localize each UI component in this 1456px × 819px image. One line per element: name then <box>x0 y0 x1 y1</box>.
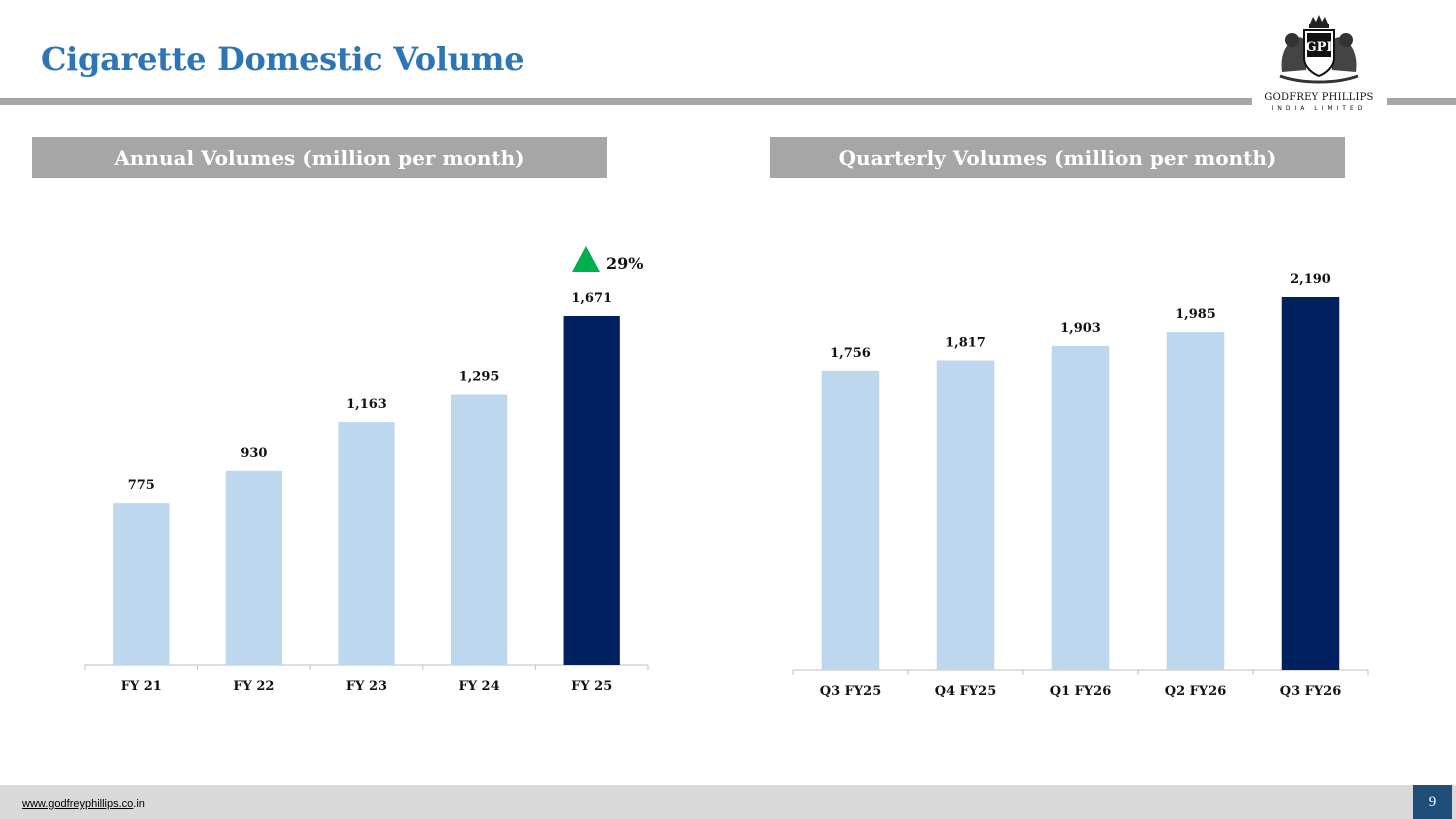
annual-bar-2 <box>338 422 395 665</box>
annual-volume-chart: 775 FY 21 930 FY 22 1,163 FY 23 1,295 FY 24 1,67… <box>84 246 649 694</box>
quarterly-bar-0 <box>821 370 880 670</box>
annual-value-label-3: 1,295 <box>459 370 500 385</box>
footer-url-link[interactable]: www.godfreyphillips.co <box>22 798 134 810</box>
quarterly-category-label-4: Q3 FY26 <box>1280 684 1342 699</box>
annual-value-label-4: 1,671 <box>571 291 612 306</box>
annual-category-label-4: FY 25 <box>571 679 612 694</box>
annual-bar-1 <box>225 470 283 665</box>
footer-url-tail: .in <box>133 798 145 810</box>
company-logo: GPI GODFREY PHILLIPS INDIA LIMITED <box>1252 14 1386 114</box>
quarterly-volume-chart: 1,756 Q3 FY25 1,817 Q4 FY25 1,903 Q1 FY26 1,98… <box>792 272 1369 699</box>
annual-value-label-2: 1,163 <box>346 397 387 412</box>
page-number: 9 <box>1413 785 1452 819</box>
quarterly-bar-2 <box>1051 345 1110 670</box>
annual-value-label-0: 775 <box>128 478 155 493</box>
logo-crest-icon: GPI <box>1279 15 1359 84</box>
growth-percent-label: 29% <box>606 254 643 273</box>
logo-name: GODFREY PHILLIPS <box>1264 92 1374 103</box>
quarterly-bar-3 <box>1166 331 1225 670</box>
annual-chart-header: Annual Volumes (million per month) <box>32 137 607 178</box>
quarterly-chart-header: Quarterly Volumes (million per month) <box>770 137 1345 178</box>
quarterly-category-label-1: Q4 FY25 <box>935 684 997 699</box>
annual-category-label-2: FY 23 <box>346 679 387 694</box>
quarterly-value-label-1: 1,817 <box>945 336 986 351</box>
annual-value-label-1: 930 <box>240 446 267 461</box>
quarterly-value-label-0: 1,756 <box>830 346 871 361</box>
quarterly-category-label-2: Q1 FY26 <box>1050 684 1112 699</box>
footer-website[interactable]: www.godfreyphillips.co.in <box>22 798 145 810</box>
logo-mark: GPI <box>1306 40 1333 55</box>
annual-bar-4 <box>563 316 620 665</box>
quarterly-category-label-3: Q2 FY26 <box>1165 684 1227 699</box>
page-title: Cigarette Domestic Volume <box>41 40 525 78</box>
header-rule-right <box>1387 98 1456 105</box>
quarterly-value-label-4: 2,190 <box>1290 272 1331 287</box>
quarterly-value-label-3: 1,985 <box>1175 307 1216 322</box>
quarterly-bar-1 <box>936 360 995 670</box>
quarterly-category-label-0: Q3 FY25 <box>820 684 882 699</box>
annual-category-label-3: FY 24 <box>459 679 500 694</box>
footer-bar: www.godfreyphillips.co.in 9 <box>0 785 1456 819</box>
logo-subtitle: INDIA LIMITED <box>1271 105 1367 112</box>
annual-category-label-1: FY 22 <box>233 679 274 694</box>
quarterly-value-label-2: 1,903 <box>1060 321 1101 336</box>
annual-bar-3 <box>450 394 508 665</box>
growth-arrow-icon <box>572 246 600 272</box>
header-rule-left <box>0 98 1252 105</box>
quarterly-bar-4 <box>1281 297 1340 670</box>
annual-category-label-0: FY 21 <box>121 679 162 694</box>
annual-bar-0 <box>113 503 170 665</box>
